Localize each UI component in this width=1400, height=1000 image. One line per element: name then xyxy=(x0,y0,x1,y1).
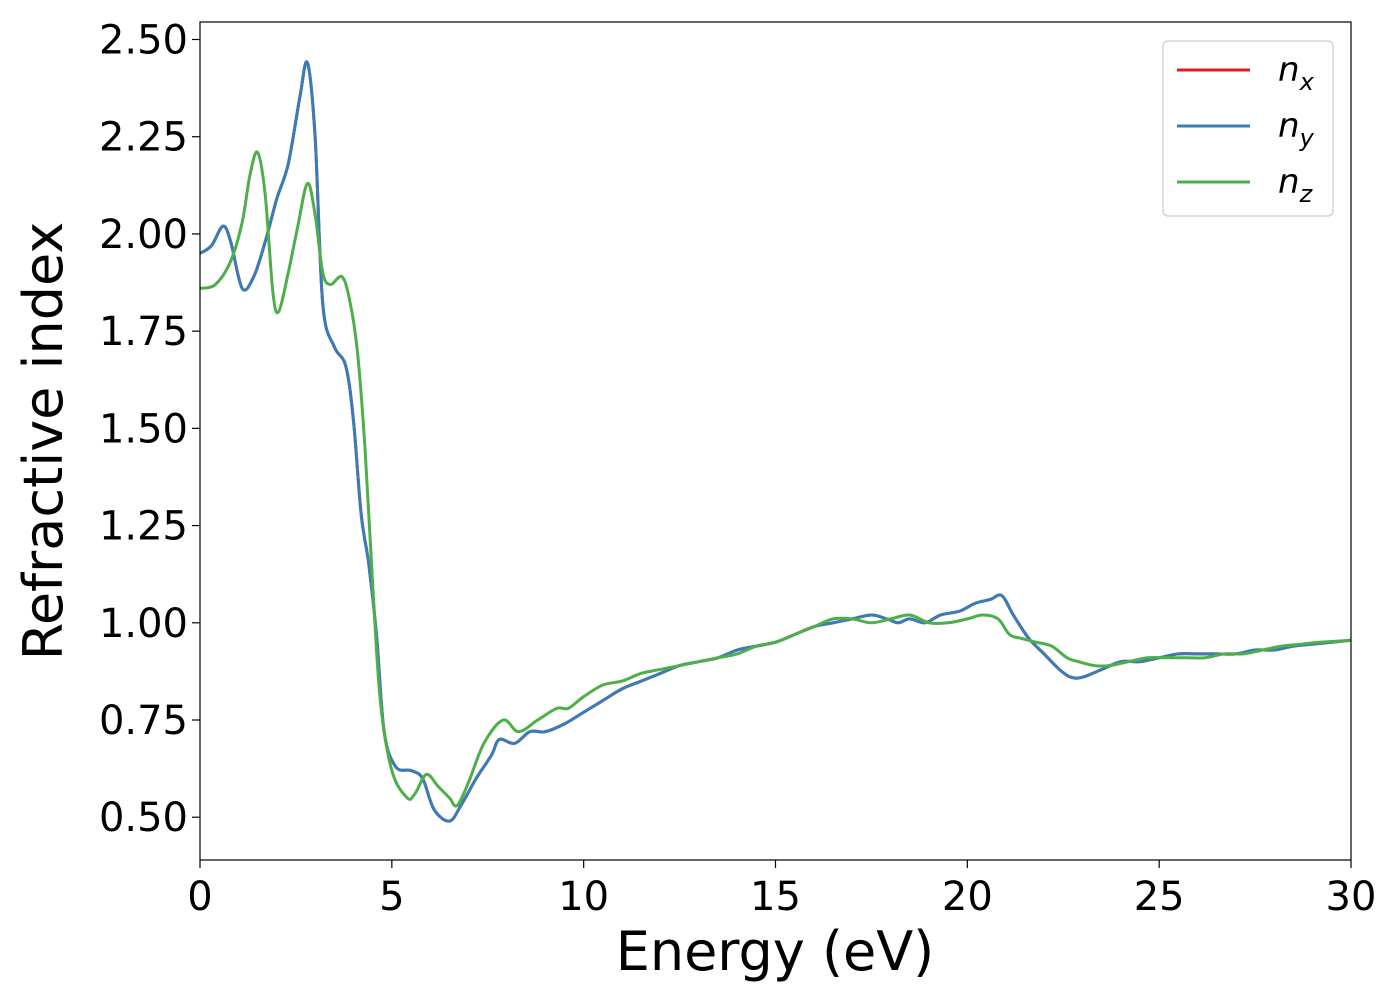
x-tick-label: 25 xyxy=(1134,874,1185,920)
x-tick-label: 15 xyxy=(750,874,801,920)
x-tick-label: 20 xyxy=(942,874,993,920)
x-tick-label: 0 xyxy=(187,874,212,920)
legend-frame xyxy=(1162,40,1334,217)
x-tick-label: 30 xyxy=(1326,874,1377,920)
x-axis: 0 5 10 15 20 25 30 xyxy=(187,860,1376,920)
y-tick-label: 2.50 xyxy=(99,17,188,63)
y-tick-label: 1.25 xyxy=(99,504,188,550)
x-tick-label: 10 xyxy=(558,874,609,920)
series-layer xyxy=(200,60,1351,823)
y-axis: 0.50 0.75 1.00 1.25 1.50 1.75 2.00 2.25 2.50 xyxy=(99,17,200,841)
y-tick-label: 2.25 xyxy=(99,115,188,161)
y-tick-label: 0.75 xyxy=(99,698,188,744)
legend-label-n-y: ny xyxy=(1278,106,1315,152)
y-tick-label: 1.50 xyxy=(99,406,188,452)
x-tick-label: 5 xyxy=(379,874,404,920)
y-tick-label: 1.75 xyxy=(99,309,188,355)
series-line-n-z xyxy=(200,150,1351,808)
x-axis-title: Energy (eV) xyxy=(616,920,935,983)
y-tick-label: 0.50 xyxy=(99,795,188,841)
y-axis-title: Refractive index xyxy=(12,222,75,661)
plot-background xyxy=(200,22,1351,860)
y-tick-label: 2.00 xyxy=(99,212,188,258)
y-tick-label: 1.00 xyxy=(99,601,188,647)
